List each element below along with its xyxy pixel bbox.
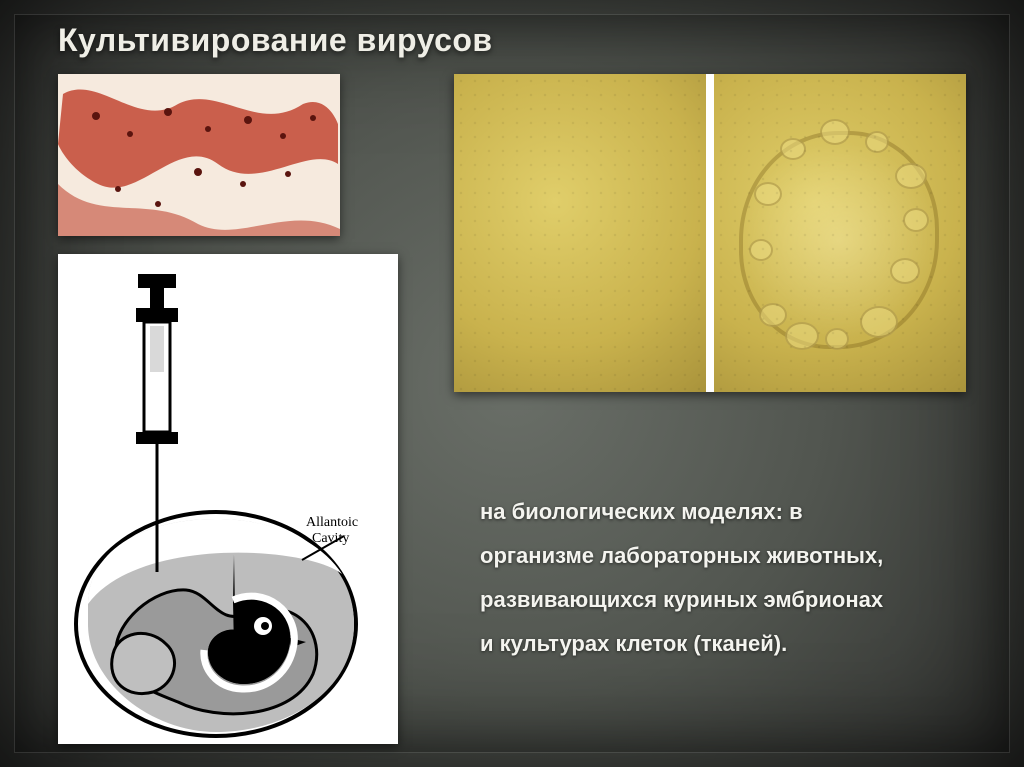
image-cell-culture xyxy=(454,74,966,392)
blob xyxy=(865,131,889,153)
label-allantoic-line1: Allantoic xyxy=(306,515,358,530)
blob xyxy=(780,138,806,160)
blob xyxy=(759,303,787,327)
blob xyxy=(890,258,920,284)
blob xyxy=(903,208,929,232)
culture-pane-normal xyxy=(454,74,706,392)
blob xyxy=(820,119,850,145)
blob xyxy=(860,306,898,338)
label-allantoic-line2: Cavity xyxy=(312,531,349,546)
page-title: Культивирование вирусов xyxy=(58,22,493,59)
blob xyxy=(825,328,849,350)
blob xyxy=(754,182,782,206)
body-text: на биологических моделях: в организме ла… xyxy=(480,490,980,666)
body-line-1: на биологических моделях: в xyxy=(480,490,980,534)
egg-svg: Allantoic Cavity xyxy=(58,254,398,744)
blob xyxy=(749,239,773,261)
histology-svg xyxy=(58,74,340,236)
body-line-3: развивающихся куриных эмбрионах xyxy=(480,578,980,622)
yolk xyxy=(112,633,175,693)
blob xyxy=(785,322,819,350)
body-line-4: и культурах клеток (тканей). xyxy=(480,622,980,666)
body-line-2: организме лабораторных животных, xyxy=(480,534,980,578)
image-histology xyxy=(58,74,340,236)
cytopathic-cluster xyxy=(739,131,939,349)
culture-pane-cytopathic xyxy=(714,74,966,392)
slide: Культивирование вирусов xyxy=(0,0,1024,767)
blob xyxy=(895,163,927,189)
image-egg-diagram: Allantoic Cavity xyxy=(58,254,398,744)
